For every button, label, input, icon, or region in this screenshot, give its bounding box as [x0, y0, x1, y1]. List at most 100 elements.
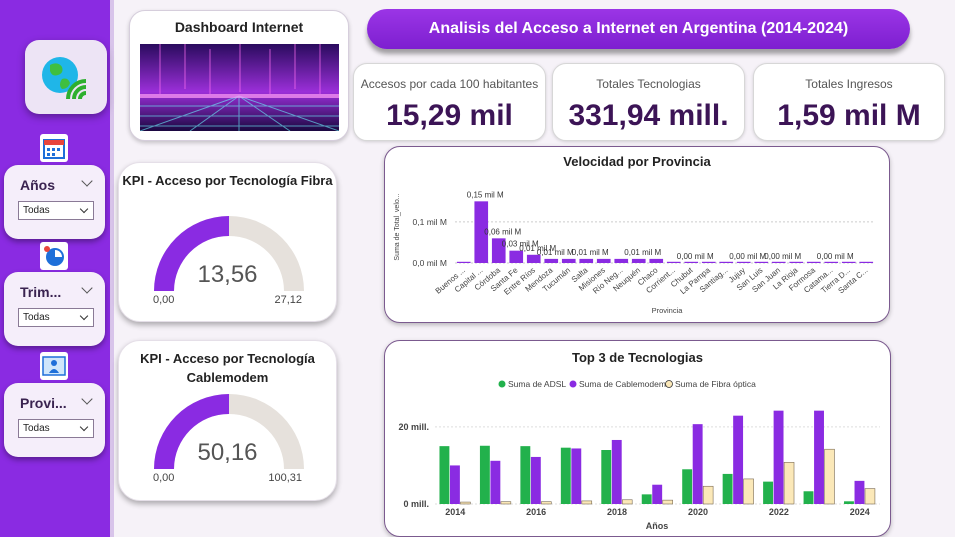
- bar: [701, 261, 716, 263]
- filter-provincia-title: Provi...: [20, 395, 67, 411]
- bar: [621, 499, 633, 505]
- gauge-max: 27,12: [274, 294, 302, 306]
- bar: [722, 473, 733, 504]
- chevron-down-icon: [79, 311, 89, 321]
- bar: [561, 258, 576, 263]
- bar: [581, 500, 593, 505]
- x-tick-label: 2016: [526, 507, 546, 517]
- bar: [560, 447, 571, 504]
- bar: [763, 481, 774, 504]
- y-tick-label: 0,1 mil M: [413, 217, 447, 227]
- bar: [719, 261, 734, 263]
- gauge-title: KPI - Acceso por Tecnología Fibra: [122, 173, 333, 188]
- gauge-cablemodem-card: KPI - Acceso por Tecnología Cablemodem 5…: [118, 340, 337, 501]
- bar: [814, 410, 824, 504]
- legend-label: Suma de ADSL: [508, 379, 566, 389]
- data-label: 0,00 mil M: [764, 252, 801, 261]
- bar: [773, 410, 784, 504]
- chart-title: Top 3 de Tecnologias: [572, 350, 703, 365]
- filter-anios-title: Años: [20, 177, 55, 193]
- chevron-down-icon[interactable]: [81, 282, 93, 294]
- bar: [806, 261, 821, 263]
- x-tick-label: 2024: [850, 507, 870, 517]
- data-label: 0,15 mil M: [467, 190, 504, 199]
- filter-provincia[interactable]: Provi... Todas: [4, 383, 105, 457]
- bar: [841, 261, 856, 263]
- chevron-down-icon[interactable]: [81, 175, 93, 187]
- gauge-value: 13,56: [197, 261, 258, 288]
- gauge-min: 0,00: [153, 472, 175, 484]
- filter-trimestre-title: Trim...: [20, 284, 62, 300]
- data-label: 0,06 mil M: [484, 227, 521, 236]
- legend-marker: [665, 380, 673, 388]
- gauge-title: KPI - Acceso por Tecnología Cablemodem: [140, 351, 315, 385]
- kpi-label: Totales Tecnologias: [596, 77, 701, 91]
- y-axis-label: Suma de Total_velo...: [394, 193, 401, 260]
- filter-provincia-select[interactable]: Todas: [18, 419, 94, 438]
- bar: [491, 238, 506, 263]
- bar: [824, 261, 839, 263]
- data-label: 0,00 mil M: [817, 252, 854, 261]
- bar: [692, 424, 703, 504]
- gauge-min: 0,00: [153, 294, 175, 306]
- bar: [652, 484, 663, 504]
- y-tick-label: 20 mill.: [398, 422, 429, 432]
- kpi-accesos-card: Accesos por cada 100 habitantes 15,29 mi…: [353, 63, 546, 141]
- bar: [500, 501, 512, 505]
- kpi-tecnologias-card: Totales Tecnologias 331,94 mill.: [552, 63, 745, 141]
- internet-globe-logo-icon: [42, 57, 87, 100]
- bar: [844, 501, 854, 504]
- data-label: 0,01 mil M: [519, 244, 556, 253]
- data-label: 0,01 mil M: [537, 248, 574, 257]
- filter-anios[interactable]: Años Todas: [4, 165, 105, 239]
- filter-provincia-value: Todas: [23, 423, 50, 434]
- bar: [733, 415, 744, 504]
- chevron-down-icon: [79, 422, 89, 432]
- data-label: 0,01 mil M: [624, 248, 661, 257]
- clock-icon: [40, 242, 68, 270]
- bar: [859, 261, 874, 263]
- data-label: 0,00 mil M: [729, 252, 766, 261]
- y-tick-label: 0,0 mil M: [413, 258, 447, 268]
- bar: [789, 261, 804, 263]
- gauge-fibra-card: KPI - Acceso por Tecnología Fibra 13,56 …: [118, 162, 337, 322]
- x-tick-label: 2018: [607, 507, 627, 517]
- chart-velocidad-card: Velocidad por Provincia 0,0 mil M 0,1 mil…: [384, 146, 890, 323]
- gauge-chart: [154, 394, 304, 469]
- bar: [596, 258, 611, 263]
- legend-marker: [569, 380, 577, 388]
- kpi-value: 15,29 mil: [386, 99, 513, 132]
- filter-anios-value: Todas: [23, 205, 50, 216]
- y-tick-label: 0 mill.: [403, 499, 429, 509]
- bar: [541, 501, 552, 505]
- chevron-down-icon: [79, 204, 89, 214]
- logo-card: [25, 40, 107, 114]
- bar: [544, 258, 559, 263]
- bar: [702, 485, 714, 505]
- legend-label: Suma de Fibra óptica: [675, 379, 756, 389]
- velocidad-bar-chart: 0,0 mil M 0,1 mil M Suma de Total_velo... P…: [394, 190, 875, 315]
- dashboard-card: Dashboard Internet: [129, 10, 349, 141]
- bar: [526, 254, 541, 263]
- bar: [682, 469, 693, 504]
- chevron-down-icon[interactable]: [81, 393, 93, 405]
- sidebar: Años Todas Trim... Todas Provi... Todas: [0, 0, 114, 537]
- data-label: 0,00 mil M: [677, 252, 714, 261]
- x-tick-label: 2020: [688, 507, 708, 517]
- gauge-value: 50,16: [197, 439, 258, 466]
- gauge-fill: [154, 216, 229, 291]
- page-title-banner: Analisis del Acceso a Internet en Argent…: [367, 9, 910, 49]
- filter-trimestre[interactable]: Trim... Todas: [4, 272, 105, 346]
- filter-anios-select[interactable]: Todas: [18, 201, 94, 220]
- bar: [864, 488, 876, 505]
- kpi-value: 331,94 mill.: [568, 99, 729, 132]
- bar: [449, 465, 460, 504]
- gauge-fill: [154, 394, 229, 469]
- x-axis-label: Años: [646, 521, 669, 531]
- bar: [666, 261, 681, 263]
- bar: [490, 460, 501, 504]
- filter-trimestre-select[interactable]: Todas: [18, 308, 94, 327]
- bar: [783, 462, 795, 505]
- legend-marker: [498, 380, 506, 388]
- kpi-label: Accesos por cada 100 habitantes: [360, 77, 539, 91]
